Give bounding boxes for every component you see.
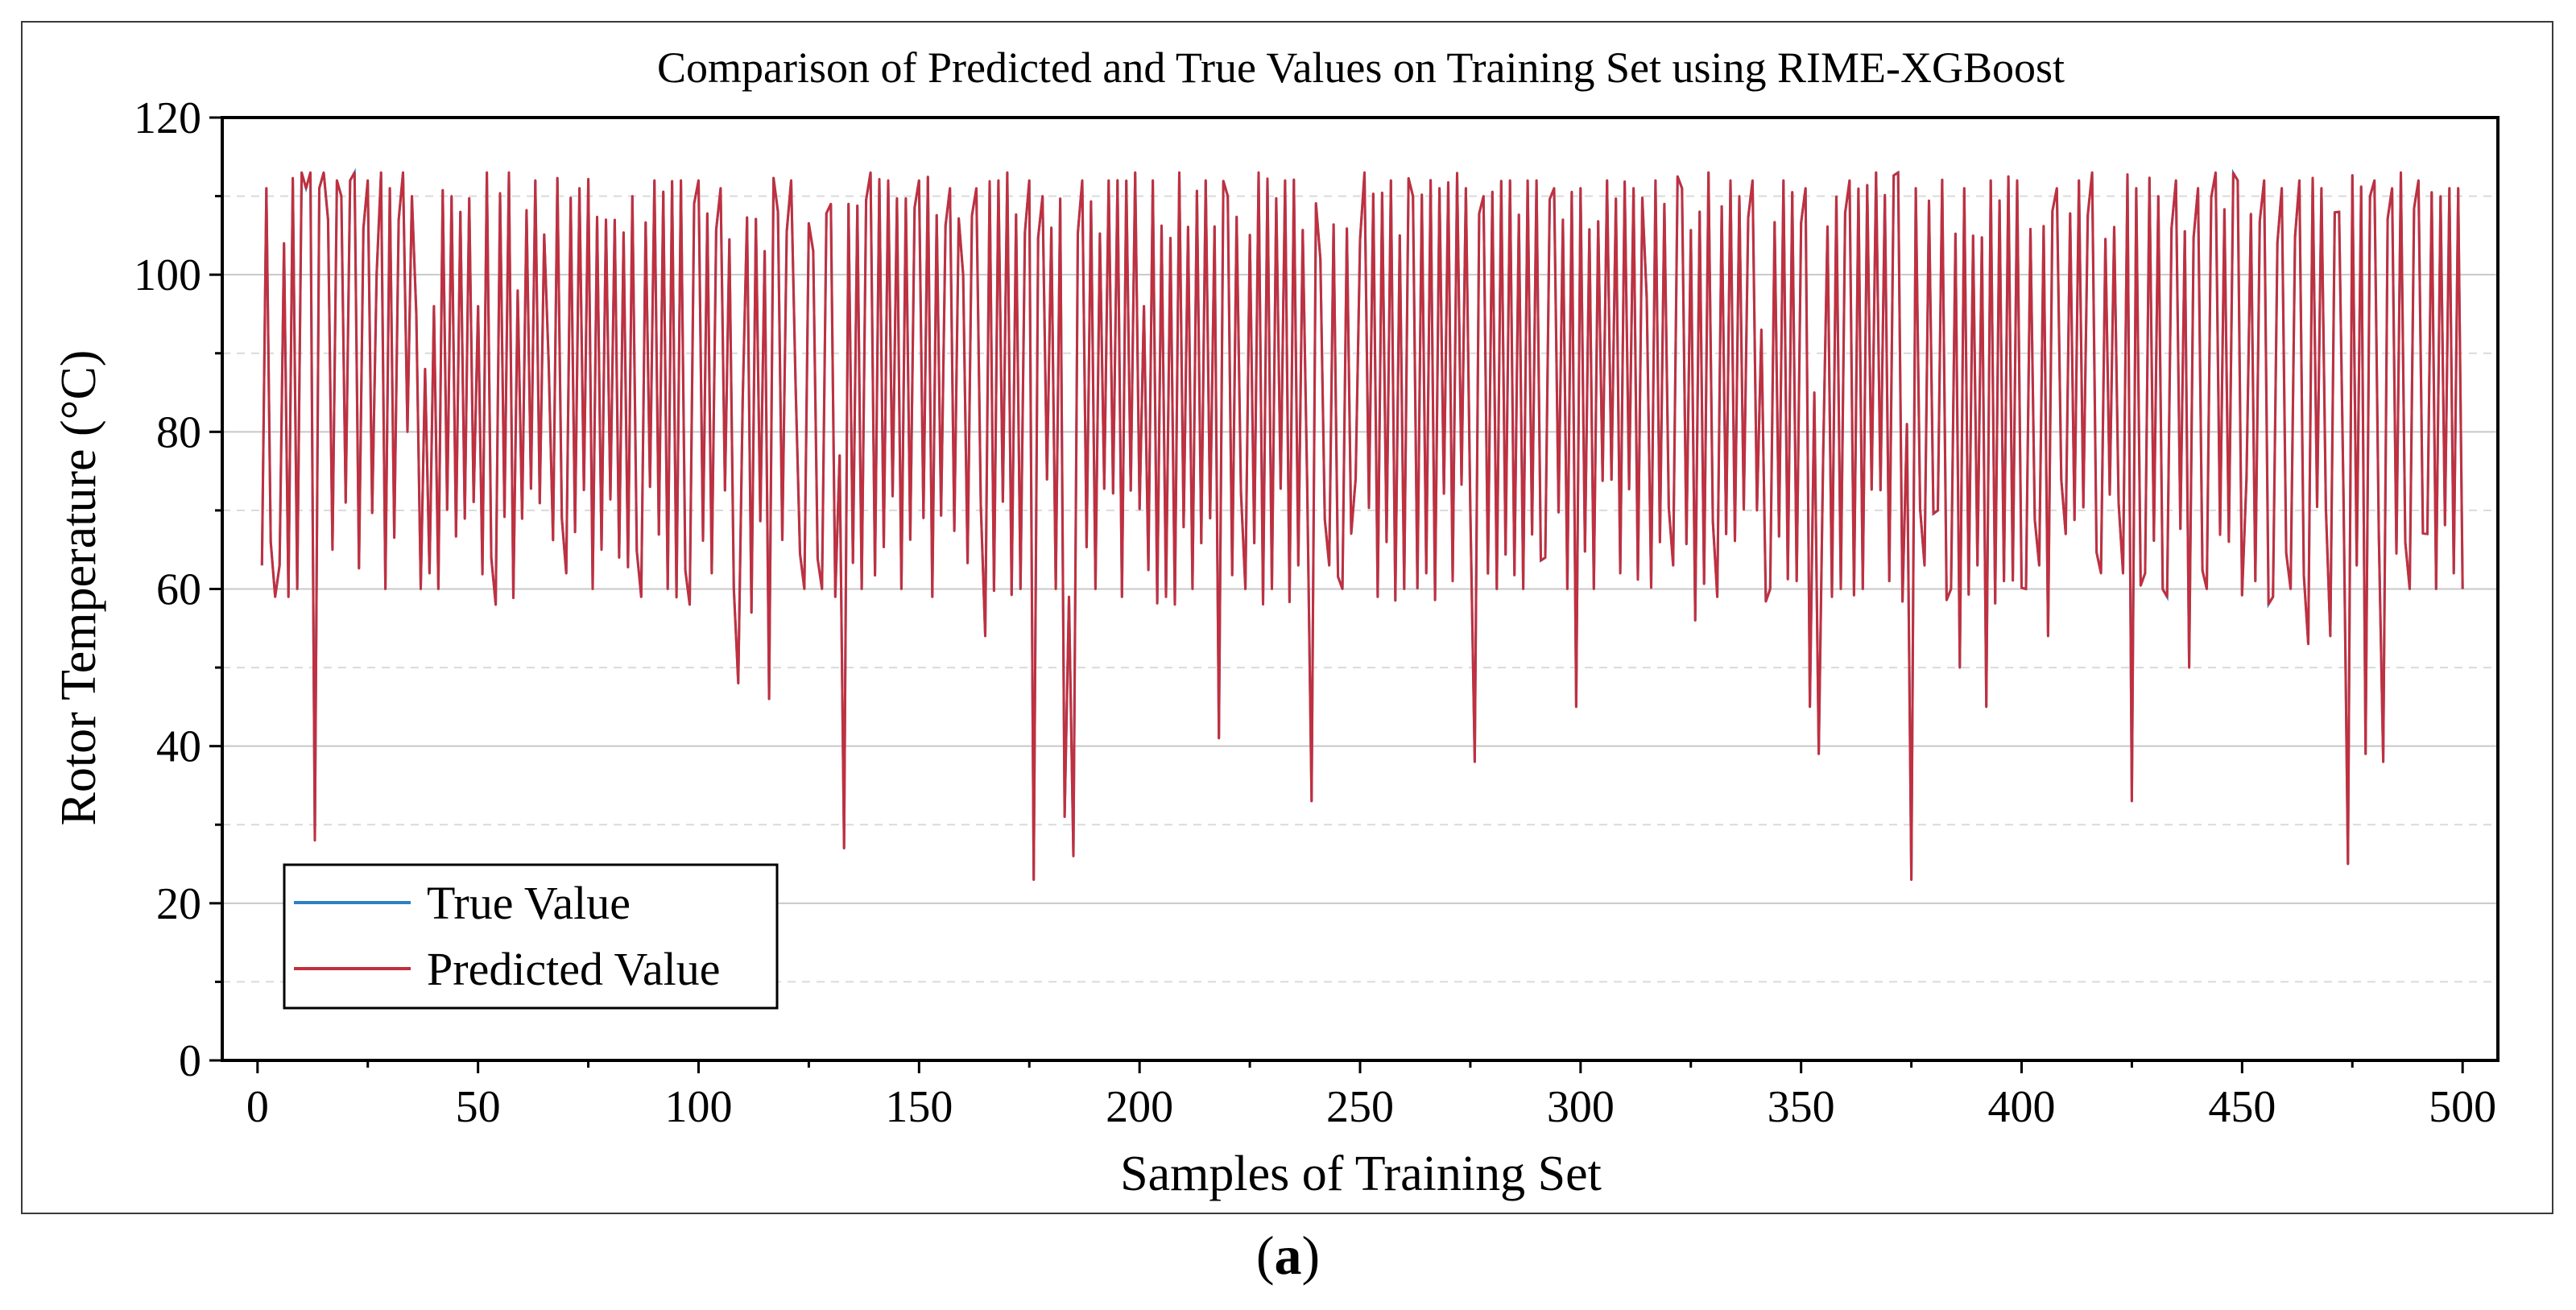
figure-frame [21,21,2553,1214]
y-tick-label: 20 [156,879,201,929]
x-tick-label: 450 [2208,1082,2276,1132]
x-tick-label: 350 [1768,1082,1835,1132]
caption-open: ( [1255,1225,1275,1286]
caption-close: ) [1301,1225,1321,1286]
x-tick-label: 50 [456,1082,501,1132]
x-tick-label: 100 [664,1082,732,1132]
figure-caption: (a) [0,1224,2576,1287]
y-tick-label: 100 [134,250,201,300]
x-axis-label: Samples of Training Set [1120,1147,1602,1201]
x-tick-label: 200 [1106,1082,1173,1132]
x-tick-label: 400 [1988,1082,2056,1132]
x-tick-label: 500 [2429,1082,2496,1132]
y-tick-label: 60 [156,565,201,615]
y-tick-label: 80 [156,407,201,457]
y-tick-label: 40 [156,722,201,772]
y-tick-label: 120 [134,93,201,143]
x-tick-label: 150 [885,1082,953,1132]
x-tick-label: 250 [1326,1082,1394,1132]
y-axis-label: Rotor Temperature (°C) [52,350,106,826]
axes: 0 50 100 150 200 250 300 350 400 450 500 0 20 40 60 80 1… [134,93,2496,1132]
legend-box [283,863,779,1010]
legend-predicted-label: Predicted Value [427,943,721,995]
x-tick-label: 0 [246,1082,269,1132]
y-tick-label: 0 [179,1036,201,1086]
legend: True Value Predicted Value [283,863,779,1010]
chart-title: Comparison of Predicted and True Values … [657,43,2065,92]
predicted-value-series [260,171,2464,882]
caption-letter: a [1274,1225,1302,1286]
x-tick-label: 300 [1547,1082,1615,1132]
predicted-value-line [260,171,2464,882]
legend-true-label: True Value [427,877,631,929]
